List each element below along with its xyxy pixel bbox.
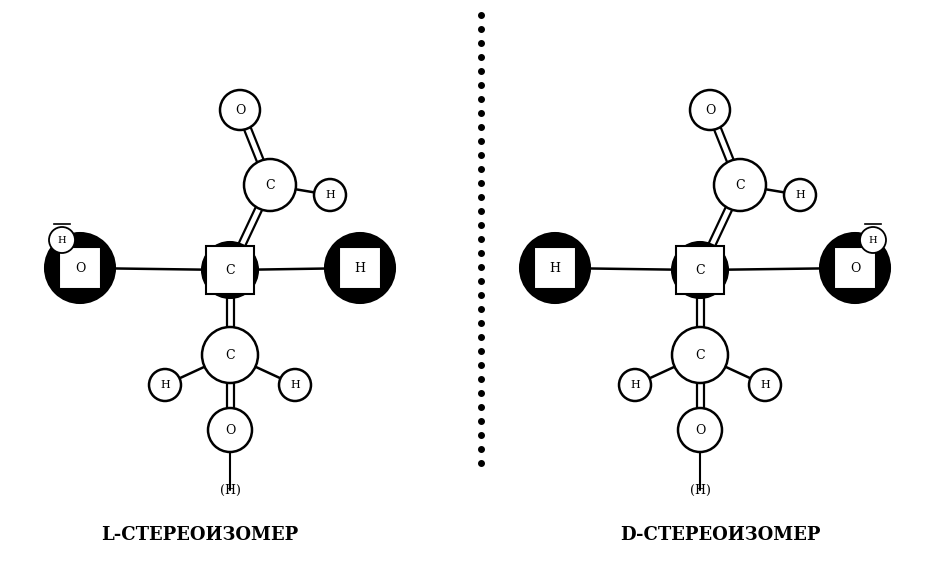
Text: O: O [75, 261, 86, 274]
Circle shape [714, 159, 766, 211]
Text: (H): (H) [690, 484, 711, 496]
Text: H: H [760, 380, 770, 390]
Text: H: H [630, 380, 640, 390]
Text: H: H [290, 380, 300, 390]
Text: C: C [225, 348, 235, 361]
Text: H: H [58, 236, 66, 245]
FancyBboxPatch shape [534, 247, 576, 289]
Circle shape [149, 369, 181, 401]
Text: O: O [694, 424, 705, 436]
Circle shape [208, 408, 252, 452]
Text: H: H [161, 380, 170, 390]
Circle shape [325, 233, 395, 303]
FancyBboxPatch shape [59, 247, 101, 289]
Circle shape [314, 179, 346, 211]
Text: H: H [795, 190, 805, 200]
Circle shape [690, 90, 730, 130]
Text: H: H [549, 261, 560, 274]
Circle shape [672, 327, 728, 383]
Text: H: H [868, 236, 877, 245]
Circle shape [784, 179, 816, 211]
FancyBboxPatch shape [339, 247, 381, 289]
Circle shape [220, 90, 260, 130]
Circle shape [202, 327, 258, 383]
Text: L-СТЕРЕОИЗОМЕР: L-СТЕРЕОИЗОМЕР [102, 526, 298, 544]
Text: O: O [850, 261, 860, 274]
Circle shape [520, 233, 590, 303]
Text: D-СТЕРЕОИЗОМЕР: D-СТЕРЕОИЗОМЕР [619, 526, 820, 544]
Text: C: C [695, 348, 705, 361]
Circle shape [860, 227, 886, 253]
Text: H: H [325, 190, 334, 200]
FancyBboxPatch shape [834, 247, 876, 289]
FancyBboxPatch shape [676, 246, 724, 294]
Text: O: O [705, 103, 715, 117]
Circle shape [279, 369, 311, 401]
Text: C: C [735, 178, 745, 191]
Circle shape [678, 408, 722, 452]
Circle shape [244, 159, 296, 211]
Circle shape [202, 242, 258, 298]
Text: H: H [354, 261, 366, 274]
Circle shape [619, 369, 651, 401]
Circle shape [749, 369, 781, 401]
Text: O: O [235, 103, 245, 117]
Circle shape [672, 242, 728, 298]
Circle shape [45, 233, 115, 303]
Text: C: C [695, 264, 705, 277]
Circle shape [49, 227, 75, 253]
Text: O: O [225, 424, 236, 436]
FancyBboxPatch shape [206, 246, 254, 294]
Text: C: C [265, 178, 275, 191]
Circle shape [820, 233, 890, 303]
Text: C: C [225, 264, 235, 277]
Text: (H): (H) [219, 484, 240, 496]
